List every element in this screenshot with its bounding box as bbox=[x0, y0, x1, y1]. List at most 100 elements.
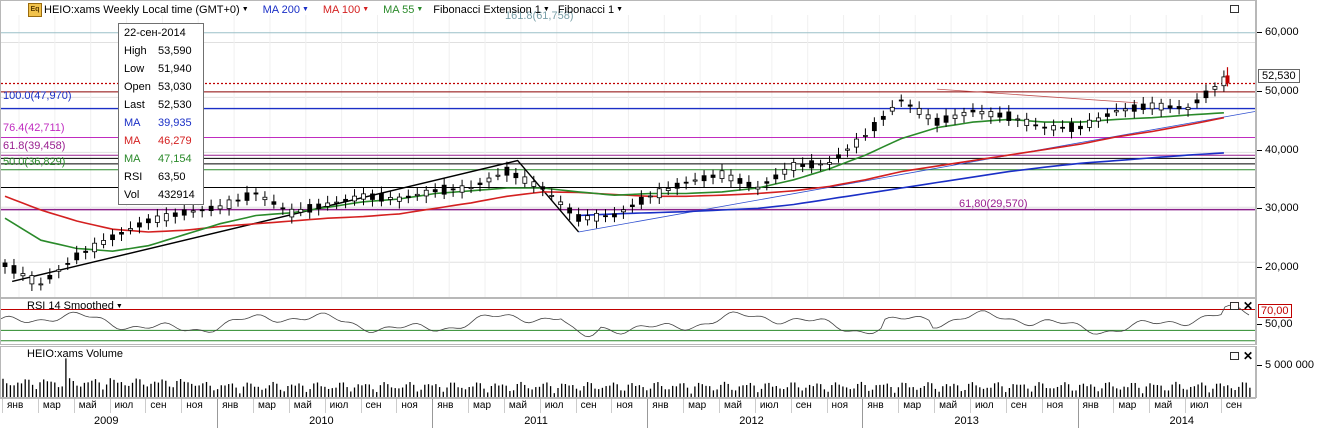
candle-body bbox=[405, 195, 411, 199]
candle-body bbox=[262, 196, 268, 201]
candle-body bbox=[710, 174, 716, 178]
month-label: ноя bbox=[831, 400, 849, 411]
candle-body bbox=[1221, 76, 1227, 87]
month-separator bbox=[1149, 399, 1151, 413]
symbol-menu[interactable]: HEIO:xams Weekly Local time (GMT+0) ▼ bbox=[44, 4, 249, 16]
equity-icon[interactable]: Eq bbox=[28, 2, 42, 17]
price-axis[interactable]: 60,000 50,000 40,000 30,000 20,000 bbox=[1256, 0, 1340, 298]
candle-body bbox=[522, 176, 528, 184]
ma55-label: MA 55 bbox=[383, 3, 415, 16]
close-icon[interactable]: ✕ bbox=[1243, 299, 1254, 313]
time-axis[interactable]: янв мар май июл сен ноя янв мар май июл сен ноя янв м… bbox=[0, 398, 1256, 428]
candle-body bbox=[540, 186, 546, 190]
month-label: янв bbox=[652, 400, 669, 411]
candle-body bbox=[871, 122, 877, 132]
ma200-line bbox=[578, 152, 1224, 217]
month-separator bbox=[252, 399, 254, 413]
volume-panel[interactable]: HEIO:xams Volume ✕ bbox=[0, 346, 1256, 398]
chevron-down-icon: ▼ bbox=[542, 6, 550, 13]
maximize-icon[interactable] bbox=[1230, 352, 1239, 360]
month-separator bbox=[1041, 399, 1043, 413]
candle-body bbox=[934, 117, 940, 126]
candle-body bbox=[128, 228, 133, 231]
month-separator bbox=[1185, 399, 1187, 413]
fibonacci-label: Fibonacci 1 bbox=[557, 3, 615, 16]
candle-body bbox=[576, 214, 581, 222]
candle-body bbox=[1176, 106, 1182, 110]
candle-body bbox=[728, 174, 734, 182]
candle-body bbox=[92, 242, 98, 253]
trendline bbox=[578, 111, 1255, 233]
month-separator bbox=[898, 399, 900, 413]
ma55-menu[interactable]: MA 55 ▼ bbox=[383, 4, 423, 16]
ma100-menu[interactable]: MA 100 ▼ bbox=[323, 4, 369, 16]
rsi-tick: 50,00 bbox=[1257, 318, 1293, 330]
rsi-panel[interactable]: RSI 14 Smoothed ▼ ✕ bbox=[0, 298, 1256, 345]
month-separator bbox=[109, 399, 111, 413]
rsi-title: RSI 14 Smoothed bbox=[27, 300, 114, 312]
candle-body bbox=[226, 199, 232, 209]
candle-body bbox=[674, 182, 680, 189]
candle-body bbox=[145, 218, 151, 224]
candle-body bbox=[1122, 108, 1128, 112]
candle-body bbox=[863, 135, 868, 137]
chevron-down-icon: ▼ bbox=[416, 6, 424, 13]
candle-body bbox=[325, 202, 331, 207]
year-separator bbox=[432, 399, 434, 428]
month-separator bbox=[360, 399, 362, 413]
candle-body bbox=[791, 162, 797, 171]
rsi-canvas[interactable] bbox=[1, 299, 1256, 345]
volume-canvas[interactable] bbox=[1, 347, 1256, 398]
year-separator bbox=[647, 399, 649, 428]
maximize-icon[interactable] bbox=[1230, 5, 1239, 13]
month-label: июл bbox=[544, 400, 564, 411]
month-label: сен bbox=[1010, 400, 1027, 411]
fib-764-label: 76.4(42,711) bbox=[3, 122, 65, 134]
candle-body bbox=[1015, 118, 1021, 121]
candle-body bbox=[477, 182, 483, 186]
month-label: июл bbox=[329, 400, 349, 411]
candle-body bbox=[585, 215, 590, 221]
price-chart-panel[interactable]: Eq HEIO:xams Weekly Local time (GMT+0) ▼ … bbox=[0, 0, 1256, 298]
candle-body bbox=[961, 111, 967, 117]
candle-body bbox=[307, 204, 313, 213]
candle-body bbox=[181, 209, 187, 216]
close-icon[interactable]: ✕ bbox=[1243, 349, 1254, 363]
candle-body bbox=[38, 283, 44, 286]
last-price-badge: 52,530 bbox=[1258, 69, 1300, 83]
month-label: сен bbox=[580, 400, 597, 411]
candle-body bbox=[271, 201, 277, 205]
candle-body bbox=[943, 115, 949, 123]
month-separator bbox=[37, 399, 39, 413]
chevron-down-icon: ▼ bbox=[616, 6, 624, 13]
month-separator bbox=[1005, 399, 1007, 413]
info-row: Open 53,030 bbox=[124, 81, 192, 93]
price-tick: 30,000 bbox=[1257, 202, 1299, 214]
rsi-title-menu[interactable]: RSI 14 Smoothed ▼ bbox=[27, 300, 123, 312]
candle-body bbox=[970, 109, 976, 113]
month-label: мар bbox=[688, 400, 707, 411]
trendline bbox=[937, 88, 1138, 104]
candle-body bbox=[1024, 118, 1030, 126]
candle-body bbox=[1149, 102, 1155, 110]
maximize-icon[interactable] bbox=[1230, 302, 1239, 310]
fibonacci-menu[interactable]: Fibonacci 1 ▼ bbox=[558, 4, 623, 16]
candle-body bbox=[925, 114, 931, 120]
ma200-menu[interactable]: MA 200 ▼ bbox=[263, 4, 309, 16]
price-chart-canvas[interactable] bbox=[1, 1, 1256, 298]
month-label: сен bbox=[795, 400, 812, 411]
fib-extension-menu[interactable]: Fibonacci Extension 1 ▼ bbox=[433, 4, 550, 16]
candle-body bbox=[988, 111, 994, 118]
candle-body bbox=[396, 196, 402, 202]
fib-618-label: 61.8(39,458) bbox=[3, 140, 66, 152]
candle-body bbox=[1158, 102, 1164, 111]
year-separator bbox=[1077, 399, 1079, 428]
chart-toolbar: Eq HEIO:xams Weekly Local time (GMT+0) ▼ … bbox=[1, 1, 623, 18]
symbol-label: HEIO:xams Weekly Local time (GMT+0) bbox=[44, 3, 240, 16]
candle-body bbox=[2, 262, 8, 267]
candle-body bbox=[1096, 117, 1101, 122]
candle-body bbox=[809, 160, 815, 169]
price-tick: 60,000 bbox=[1257, 26, 1299, 38]
candle-body bbox=[253, 192, 259, 195]
candle-body bbox=[773, 174, 779, 180]
